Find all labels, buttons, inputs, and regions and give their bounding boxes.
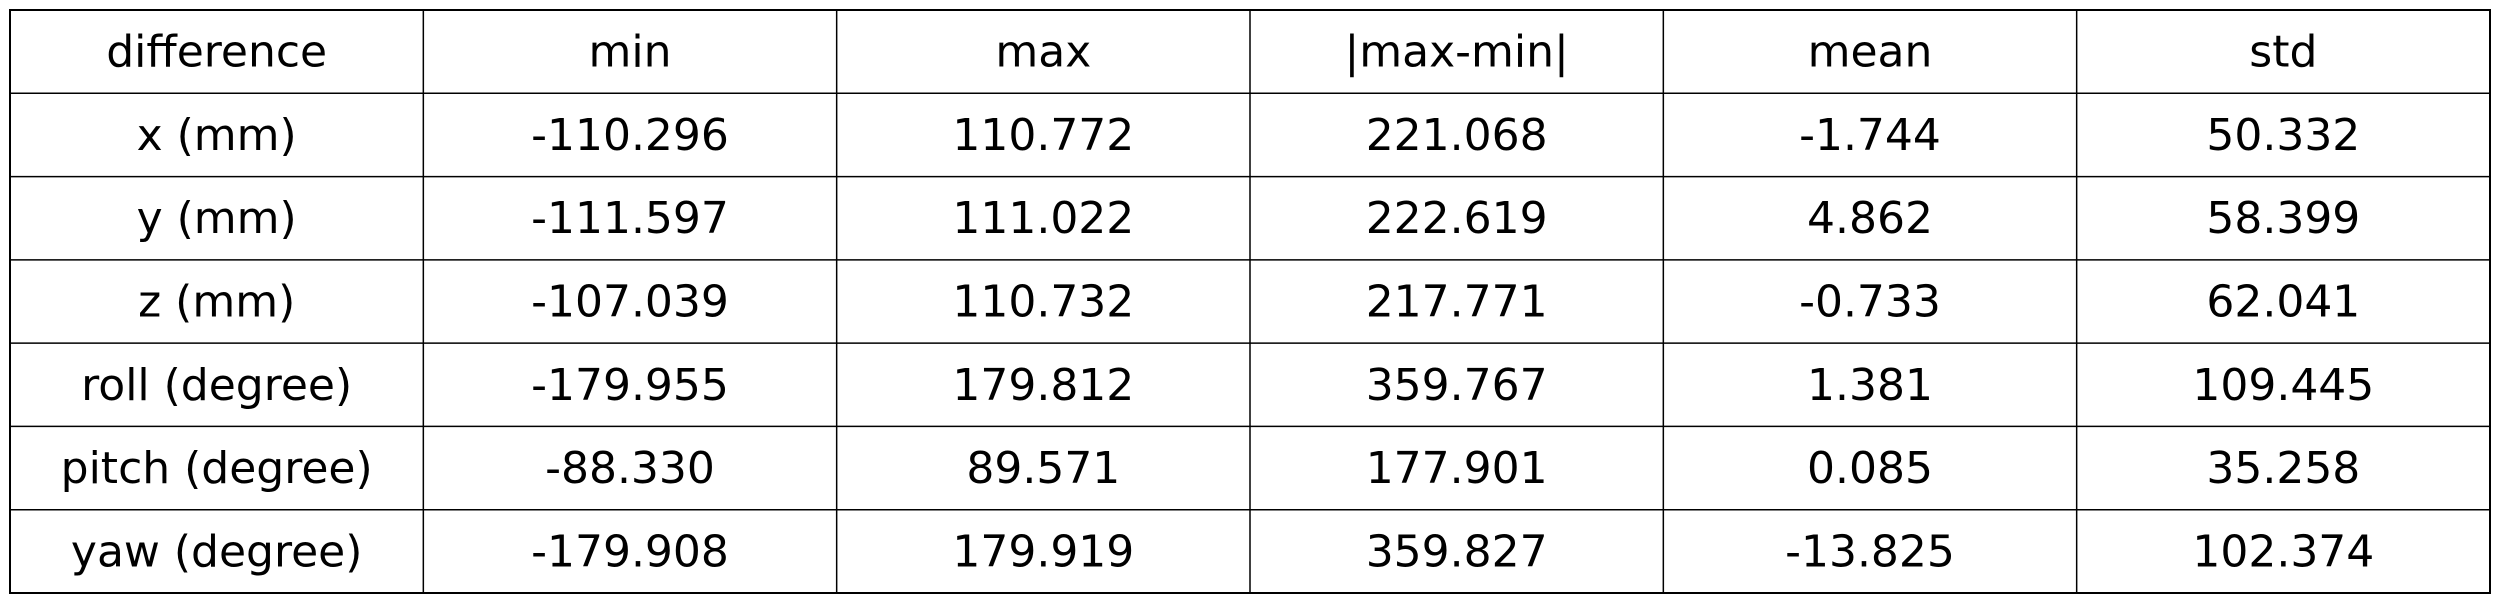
table-cell: 221.068 xyxy=(1366,110,1548,161)
header-cell: difference xyxy=(106,27,327,78)
table-cell: 179.812 xyxy=(952,360,1134,411)
table-cell: 177.901 xyxy=(1366,443,1548,494)
table-cell: -179.908 xyxy=(531,526,729,577)
header-cell: std xyxy=(2249,27,2317,78)
table-cell: -0.733 xyxy=(1799,277,1941,328)
table-cell: 222.619 xyxy=(1366,193,1548,244)
table-cell: -88.330 xyxy=(545,443,715,494)
table-cell: 89.571 xyxy=(966,443,1120,494)
table-cell: 217.771 xyxy=(1366,277,1548,328)
table-cell: 0.085 xyxy=(1807,443,1933,494)
header-cell: |max-min| xyxy=(1344,27,1568,78)
table-cell: 110.732 xyxy=(952,277,1134,328)
table-cell: 62.041 xyxy=(2206,277,2360,328)
table-cell: 179.919 xyxy=(952,526,1134,577)
row-label-cell: roll (degree) xyxy=(81,360,352,411)
table-cell: 35.258 xyxy=(2206,443,2360,494)
table-cells: difference min max |max-min| mean std x (mm) -1… xyxy=(61,27,2375,578)
row-label-cell: x (mm) xyxy=(137,110,297,161)
table-cell: 102.374 xyxy=(2192,526,2374,577)
row-label-cell: z (mm) xyxy=(138,277,295,328)
table-cell: 359.767 xyxy=(1366,360,1548,411)
header-cell: mean xyxy=(1808,27,1933,78)
table-cell: 50.332 xyxy=(2206,110,2360,161)
table-grid xyxy=(9,9,2491,594)
row-label-cell: yaw (degree) xyxy=(71,526,363,577)
table-cell: -179.955 xyxy=(531,360,729,411)
table-cell: 110.772 xyxy=(952,110,1134,161)
table-cell: -107.039 xyxy=(531,277,729,328)
row-label-cell: y (mm) xyxy=(137,193,297,244)
table-cell: 58.399 xyxy=(2206,193,2360,244)
table-cell: 109.445 xyxy=(2192,360,2374,411)
table-cell: -111.597 xyxy=(531,193,729,244)
table-cell: -110.296 xyxy=(531,110,729,161)
row-label-cell: pitch (degree) xyxy=(61,443,373,494)
header-cell: min xyxy=(589,27,672,78)
table-cell: 1.381 xyxy=(1807,360,1933,411)
header-cell: max xyxy=(995,27,1091,78)
table-cell: -13.825 xyxy=(1785,526,1955,577)
table-cell: 111.022 xyxy=(952,193,1134,244)
table-cell: 359.827 xyxy=(1366,526,1548,577)
table-cell: -1.744 xyxy=(1799,110,1941,161)
table-cell: 4.862 xyxy=(1807,193,1933,244)
